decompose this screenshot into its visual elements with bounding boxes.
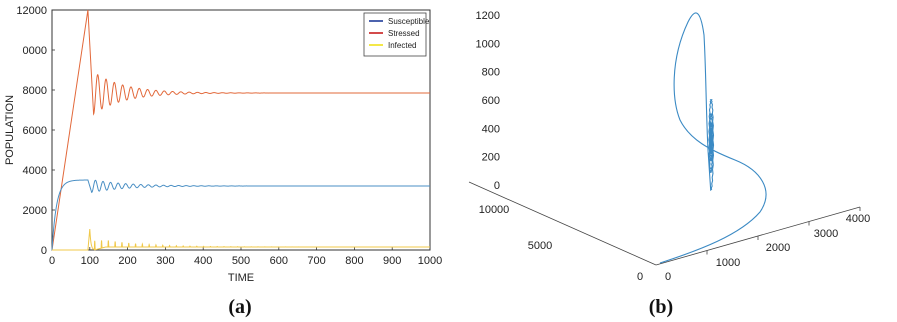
z-tick-label: 1200 [476, 10, 500, 22]
y-tick-label: 4000 [23, 165, 47, 177]
legend-label: Infected [388, 41, 416, 50]
x-tick-label: 1000 [716, 257, 740, 269]
y-tick-label: 5000 [528, 240, 552, 252]
y-tick-label: 6000 [23, 125, 47, 137]
z-tick-label: 200 [482, 152, 500, 164]
z-tick-label: 800 [482, 67, 500, 79]
x-tick-label: 700 [307, 255, 325, 267]
trajectory-line [659, 12, 767, 264]
x-tick-label: 0 [665, 271, 671, 283]
x-tick-label: 800 [345, 255, 363, 267]
x-tick-label: 0 [49, 255, 55, 267]
series-line-infected [52, 228, 430, 251]
y-tick-label: 0 [41, 245, 47, 257]
phase-space-panel: 0 1000 2000 3000 4000 0 5000 10000 0 200 400 600 800… [468, 10, 871, 318]
time-series-panel: 0 100 200 300 400 500 600 700 800 900 1000 0 2000 40… [4, 5, 442, 318]
z-tick-label: 600 [482, 95, 500, 107]
legend-box [363, 12, 427, 57]
caption-b: (b) [649, 296, 673, 318]
y-tick-label: 10000 [479, 204, 510, 216]
y-tick-label: 12000 [16, 5, 47, 17]
z-tick-label: 400 [482, 123, 500, 135]
x-tick-label: 200 [118, 255, 136, 267]
x-tick-label: 400 [194, 255, 212, 267]
x-tick-label: 300 [156, 255, 174, 267]
legend-label: Susceptible [388, 17, 430, 26]
legend: Susceptible Stressed Infected [363, 12, 430, 57]
legend-label: Stressed [388, 29, 420, 38]
y-axis-label: POPULATION [4, 95, 16, 165]
x-tick-label: 100 [81, 255, 99, 267]
x-tick-label: 2000 [766, 242, 790, 254]
x-tick-label: 900 [383, 255, 401, 267]
z-tick-label: 0 [494, 180, 500, 192]
y-axis-line [468, 181, 657, 266]
x-tick-label: 600 [270, 255, 288, 267]
x-tick-label: 4000 [846, 213, 870, 225]
y-tick-label: 0 [637, 271, 643, 283]
series-line-stressed [51, 9, 430, 251]
series-group [51, 9, 430, 251]
x-tick-label: 500 [232, 255, 250, 267]
x-tick-label: 1000 [418, 255, 442, 267]
y-tick-label: 0000 [23, 45, 47, 57]
x-tick-labels: 0 100 200 300 400 500 600 700 800 900 1000 [49, 255, 442, 267]
3d-tick-labels: 0 1000 2000 3000 4000 0 5000 10000 0 200 400 600 800… [476, 10, 871, 283]
z-tick-label: 1000 [476, 38, 500, 50]
y-tick-labels: 0 2000 4000 6000 8000 0000 12000 [16, 5, 47, 257]
caption-a: (a) [228, 296, 251, 318]
y-tick-label: 2000 [23, 205, 47, 217]
y-tick-label: 8000 [23, 85, 47, 97]
series-line-susceptible [51, 179, 430, 251]
x-tick-label: 3000 [814, 228, 838, 240]
3d-axes [468, 181, 861, 266]
x-axis-label: TIME [228, 272, 254, 284]
